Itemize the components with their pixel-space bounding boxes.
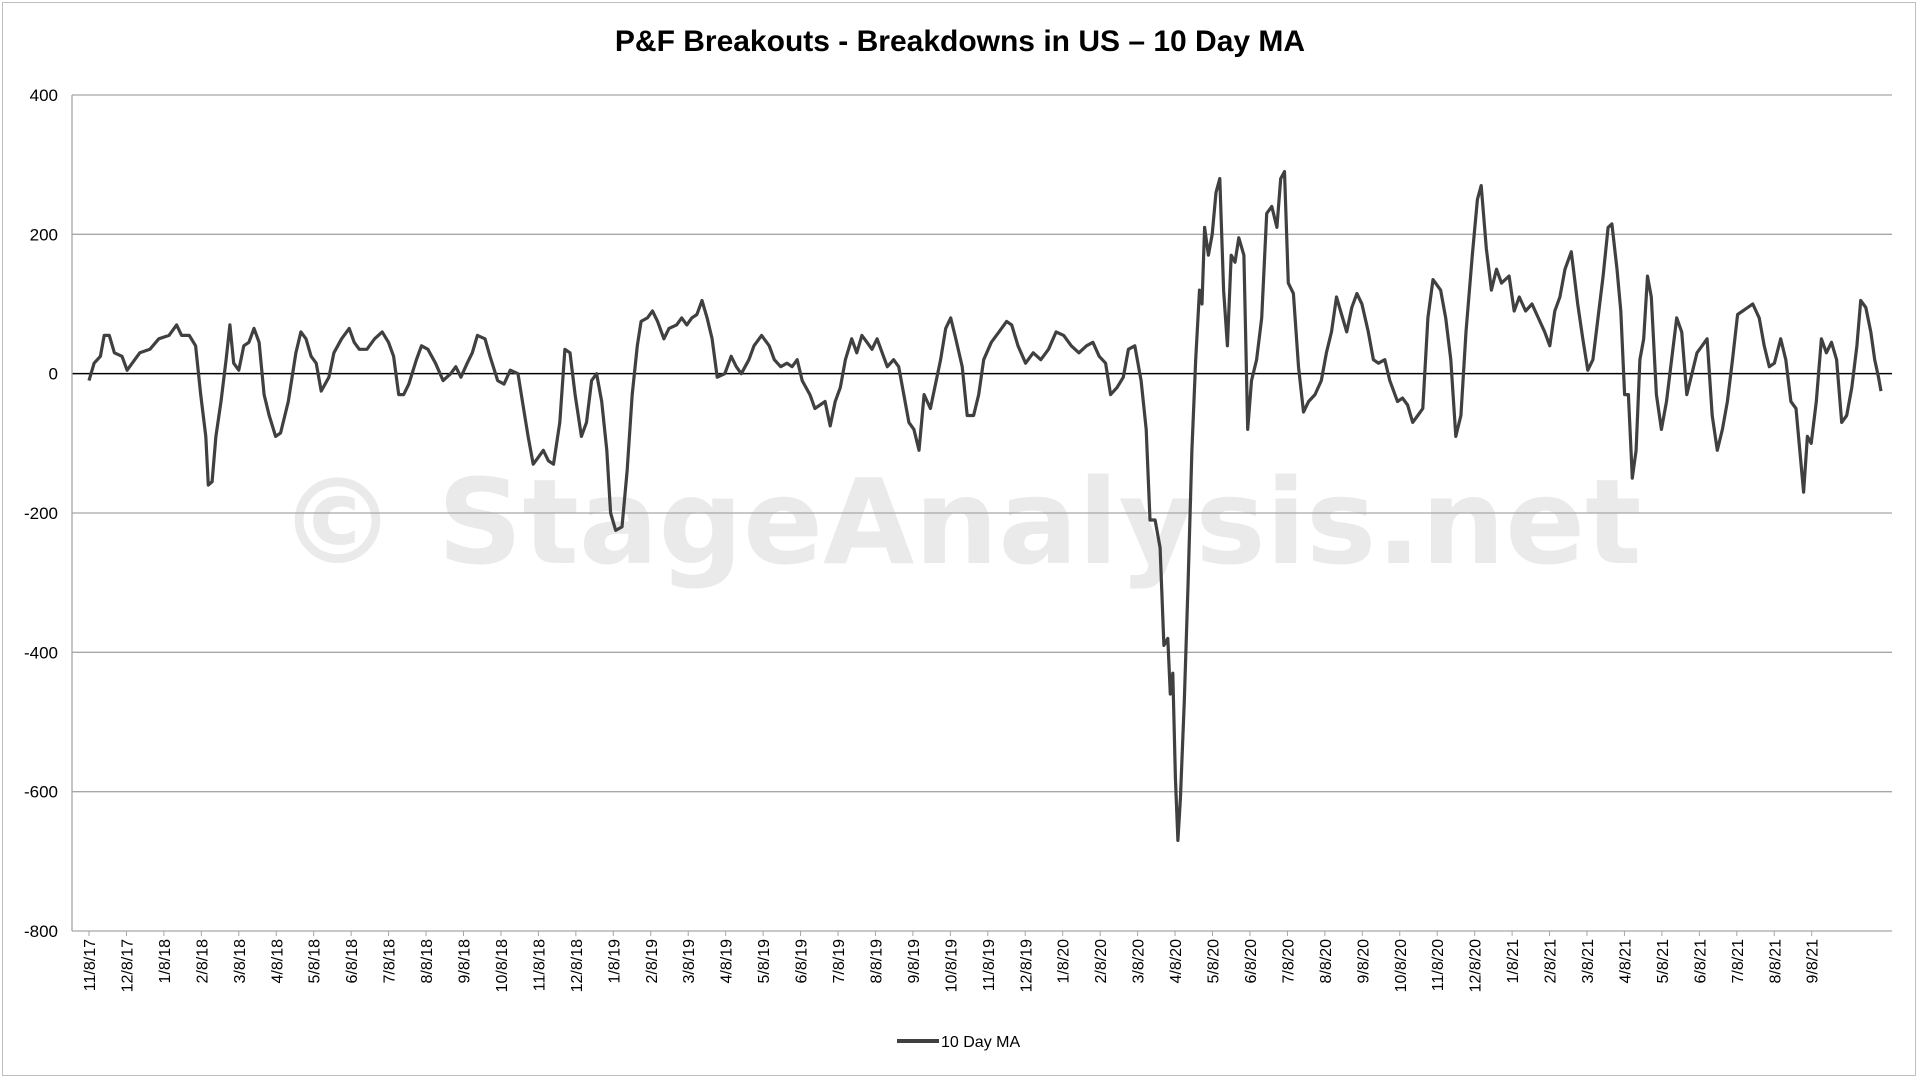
x-tick-label: 12/8/18	[569, 939, 586, 992]
x-tick-label: 10/8/19	[943, 939, 960, 992]
x-tick-label: 9/8/21	[1805, 939, 1822, 984]
x-tick-label: 4/8/19	[719, 939, 736, 984]
x-tick-label: 1/8/18	[157, 939, 174, 984]
x-tick-label: 4/8/21	[1617, 939, 1634, 984]
x-tick-label: 6/8/21	[1692, 939, 1709, 984]
x-tick-label: 2/8/21	[1543, 939, 1560, 984]
x-tick-label: 9/8/18	[457, 939, 474, 984]
x-tick-label: 5/8/18	[307, 939, 324, 984]
y-tick-label: 200	[30, 225, 58, 244]
x-tick-label: 1/8/21	[1505, 939, 1522, 984]
x-tick-label: 3/8/21	[1580, 939, 1597, 984]
x-tick-label: 12/8/20	[1468, 939, 1485, 992]
y-tick-label: -600	[24, 783, 58, 802]
x-tick-label: 4/8/20	[1168, 939, 1185, 984]
x-tick-label: 7/8/18	[382, 939, 399, 984]
x-tick-label: 8/8/20	[1318, 939, 1335, 984]
x-tick-label: 9/8/20	[1355, 939, 1372, 984]
series-layer	[87, 170, 1883, 842]
gridlines	[71, 94, 1892, 932]
y-tick-label: 400	[30, 86, 58, 105]
x-tick-label: 4/8/18	[269, 939, 286, 984]
x-tick-label: 12/8/17	[119, 939, 136, 992]
x-tick-label: 6/8/20	[1243, 939, 1260, 984]
series-line	[87, 170, 1883, 842]
line-chart: P&F Breakouts - Breakdowns in US – 10 Da…	[24, 25, 1892, 1051]
x-tick-label: 8/8/21	[1767, 939, 1784, 984]
x-tick-label: 11/8/17	[82, 939, 99, 991]
x-tick-label: 9/8/19	[906, 939, 923, 984]
x-tick-label: 10/8/18	[494, 939, 511, 992]
watermark-text: © StageAnalysis.net	[278, 453, 1641, 591]
y-tick-label: -800	[24, 922, 58, 941]
x-tick-label: 10/8/20	[1393, 939, 1410, 992]
x-tick-label: 3/8/19	[681, 939, 698, 984]
x-tick-label: 1/8/20	[1056, 939, 1073, 984]
x-tick-label: 3/8/20	[1131, 939, 1148, 984]
x-tick-label: 11/8/20	[1430, 939, 1447, 991]
legend: 10 Day MA	[897, 1034, 1020, 1051]
y-axis-ticks: 400 200 0 -200 -400 -600 -800	[24, 86, 58, 941]
x-tick-label: 7/8/19	[831, 939, 848, 984]
x-tick-label: 8/8/18	[419, 939, 436, 984]
x-tick-label: 7/8/20	[1280, 939, 1297, 984]
x-tick-label: 2/8/18	[194, 939, 211, 984]
x-tick-label: 11/8/19	[981, 939, 998, 991]
y-tick-label: -400	[24, 643, 58, 662]
x-tick-label: 2/8/20	[1093, 939, 1110, 984]
x-tick-label: 5/8/19	[756, 939, 773, 984]
chart-title: P&F Breakouts - Breakdowns in US – 10 Da…	[615, 25, 1305, 58]
x-tick-label: 3/8/18	[232, 939, 249, 984]
x-tick-label: 12/8/19	[1018, 939, 1035, 992]
x-tick-label: 6/8/19	[794, 939, 811, 984]
x-tick-label: 8/8/19	[868, 939, 885, 984]
y-tick-label: -200	[24, 504, 58, 523]
x-tick-label: 5/8/20	[1206, 939, 1223, 984]
y-tick-label: 0	[49, 365, 58, 384]
x-axis-ticks: 11/8/17 12/8/17 1/8/18 2/8/18 3/8/18 4/8/18 5/…	[82, 931, 1822, 992]
x-tick-label: 7/8/21	[1730, 939, 1747, 984]
x-tick-label: 5/8/21	[1655, 939, 1672, 984]
legend-label: 10 Day MA	[941, 1034, 1020, 1051]
x-tick-label: 2/8/19	[644, 939, 661, 984]
x-tick-label: 6/8/18	[344, 939, 361, 984]
x-tick-label: 1/8/19	[606, 939, 623, 984]
x-tick-label: 11/8/18	[531, 939, 548, 991]
